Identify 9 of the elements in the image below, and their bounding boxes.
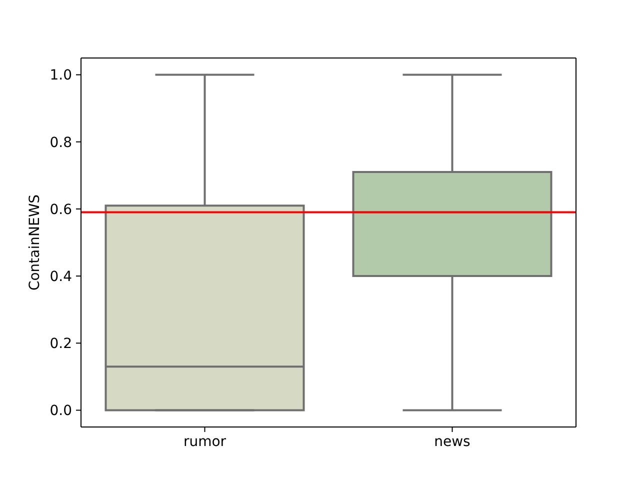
x-tick-label: rumor bbox=[183, 434, 226, 450]
y-tick-label: 0.8 bbox=[50, 134, 72, 151]
y-tick-label: 1.0 bbox=[50, 68, 72, 84]
y-tick-label: 0.2 bbox=[50, 336, 72, 352]
y-tick-label: 0.4 bbox=[50, 269, 72, 286]
y-tick-label: 0.6 bbox=[50, 202, 72, 218]
x-tick-label: news bbox=[434, 434, 470, 450]
y-tick-label: 0.0 bbox=[50, 403, 72, 420]
y-axis-title: ContainNEWS bbox=[27, 194, 43, 291]
